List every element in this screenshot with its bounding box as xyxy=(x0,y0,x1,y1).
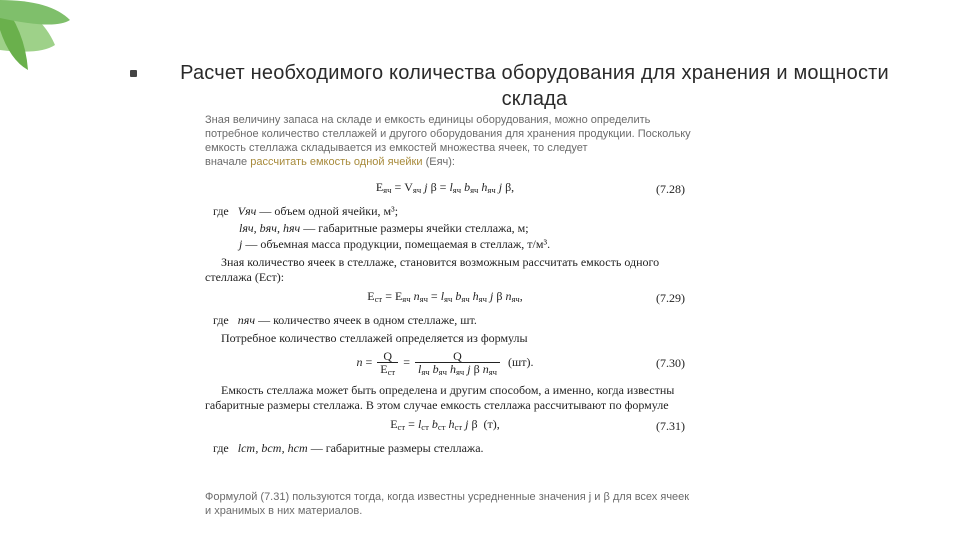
para-3: Потребное количество стеллажей определяе… xyxy=(205,331,693,346)
where-729: где nяч — количество ячеек в одном стелл… xyxy=(205,313,693,328)
intro-l4c: (Eяч): xyxy=(423,156,455,168)
where731-l1b: — габаритные размеры стеллажа. xyxy=(308,441,484,455)
slide-title: Расчет необходимого количества оборудова… xyxy=(149,60,920,112)
eq731-num: (7.31) xyxy=(625,419,685,434)
where728-l2b: — габаритные размеры ячейки стеллажа, м; xyxy=(300,221,528,235)
where728-l1b: — объем одной ячейки, м³; xyxy=(256,204,398,218)
para-2: Зная количество ячеек в стеллаже, станов… xyxy=(205,255,693,285)
footnote-l1: Формулой (7.31) пользуются тогда, когда … xyxy=(205,491,689,503)
where728-l2: lяч, bяч, hяч — габаритные размеры ячейк… xyxy=(205,221,693,236)
title-row: Расчет необходимого количества оборудова… xyxy=(130,60,920,112)
eq730-num: (7.30) xyxy=(625,356,685,371)
eq728-num: (7.28) xyxy=(625,182,685,197)
eq729-formula: Eст = Eяч nяч = lяч bяч hяч j β nяч, xyxy=(265,289,625,307)
bullet-icon xyxy=(130,70,137,77)
scan-body: Eяч = Vяч j β = lяч bяч hяч j β, (7.28) … xyxy=(205,176,693,458)
where728-l3: j — объемная масса продукции, помещаемая… xyxy=(205,237,693,252)
equation-7-29: Eст = Eяч nяч = lяч bяч hяч j β nяч, (7.… xyxy=(205,289,693,307)
where731-head: где xyxy=(213,441,229,455)
where728-head: где xyxy=(213,204,229,218)
where729-l1a: nяч xyxy=(238,313,255,327)
intro-paragraph: Зная величину запаса на складе и емкость… xyxy=(205,113,880,169)
where729-l1b: — количество ячеек в одном стеллаже, шт. xyxy=(255,313,477,327)
footnote: Формулой (7.31) пользуются тогда, когда … xyxy=(205,490,880,518)
equation-7-31: Eст = lст bст hст j β (т), (7.31) xyxy=(205,417,693,435)
where728-l1a: Vяч xyxy=(238,204,257,218)
eq731-formula: Eст = lст bст hст j β (т), xyxy=(265,417,625,435)
eq729-num: (7.29) xyxy=(625,291,685,306)
footnote-l2: и хранимых в них материалов. xyxy=(205,505,362,517)
intro-l2: потребное количество стеллажей и другого… xyxy=(205,128,691,140)
intro-l1: Зная величину запаса на складе и емкость… xyxy=(205,114,650,126)
where-728: где Vяч — объем одной ячейки, м³; xyxy=(205,204,693,219)
intro-l3: емкость стеллажа складывается из емкосте… xyxy=(205,142,588,154)
decorative-leaf xyxy=(0,0,120,120)
eq728-formula: Eяч = Vяч j β = lяч bяч hяч j β, xyxy=(265,180,625,198)
where731-l1a: lст, bст, hст xyxy=(238,441,308,455)
where728-l2a: lяч, bяч, hяч xyxy=(239,221,300,235)
where729-head: где xyxy=(213,313,229,327)
intro-l4a: вначале xyxy=(205,156,250,168)
equation-7-28: Eяч = Vяч j β = lяч bяч hяч j β, (7.28) xyxy=(205,180,693,198)
eq730-formula: n = QEст = Qlяч bяч hяч j β nяч (шт). xyxy=(265,350,625,377)
equation-7-30: n = QEст = Qlяч bяч hяч j β nяч (шт). (7… xyxy=(205,350,693,377)
where-731: где lст, bст, hст — габаритные размеры с… xyxy=(205,441,693,456)
para-4: Емкость стеллажа может быть определена и… xyxy=(205,383,693,413)
where728-l3b: — объемная масса продукции, помещаемая в… xyxy=(242,237,550,251)
intro-highlight: рассчитать емкость одной ячейки xyxy=(250,156,422,168)
